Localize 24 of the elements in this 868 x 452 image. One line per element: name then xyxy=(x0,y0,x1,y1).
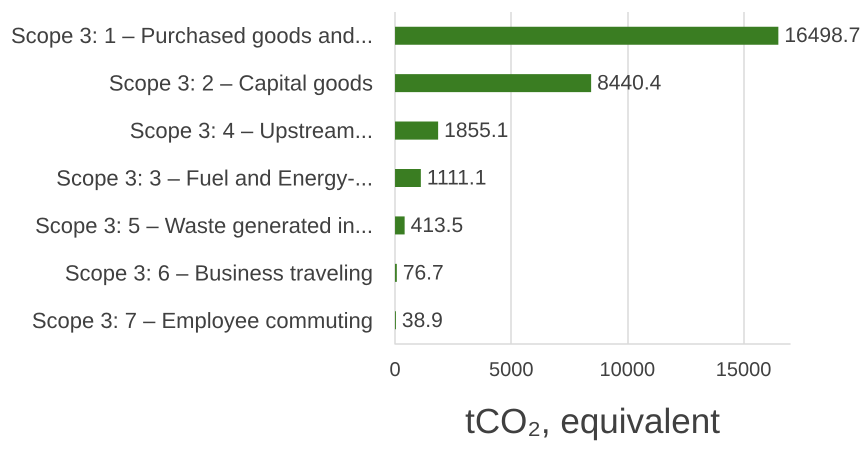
y-tick-label: Scope 3: 6 – Business traveling xyxy=(64,260,374,286)
y-tick-label: Scope 3: 1 – Purchased goods and... xyxy=(10,23,374,48)
bar xyxy=(395,26,778,45)
x-tick-label: 5000 xyxy=(488,359,534,381)
bar xyxy=(395,168,421,188)
x-tick-label: 10000 xyxy=(600,359,656,381)
x-tick-label: 0 xyxy=(389,359,401,381)
data-label: 76.7 xyxy=(402,261,444,284)
bar xyxy=(395,216,405,234)
x-axis-title: tCO₂, equivalent xyxy=(465,402,720,441)
y-tick-label: Scope 3: 4 – Upstream... xyxy=(130,118,374,144)
bar xyxy=(395,122,438,140)
bar xyxy=(395,74,592,92)
y-tick-label: Scope 3: 7 – Employee commuting xyxy=(32,308,374,333)
data-label: 8440.4 xyxy=(597,72,662,95)
data-label: 16498.7 xyxy=(784,24,860,48)
y-tick-label: Scope 3: 2 – Capital goods xyxy=(108,70,374,96)
data-label: 38.9 xyxy=(402,308,443,332)
y-tick-label: Scope 3: 3 – Fuel and Energy-... xyxy=(56,166,374,190)
x-tick-label: 15000 xyxy=(716,359,772,381)
data-label: 1855.1 xyxy=(444,119,508,142)
data-label: 1111.1 xyxy=(426,166,486,190)
y-tick-label: Scope 3: 5 – Waste generated in... xyxy=(35,212,374,238)
data-label: 413.5 xyxy=(410,214,464,237)
